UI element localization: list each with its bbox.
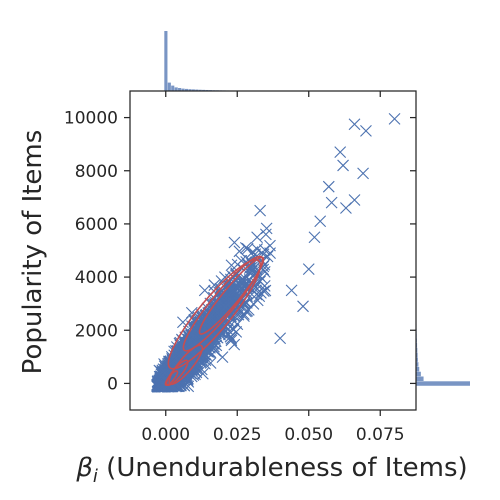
- scatter-point: [206, 323, 219, 336]
- scatter-point: [225, 334, 238, 347]
- scatter-point: [177, 316, 189, 329]
- x-axis-ticks: 0.000 0.025 0.050 0.075: [141, 91, 405, 445]
- scatter-point: [285, 284, 298, 297]
- marginal-x-bar: [198, 89, 202, 91]
- y-tick-label: 4000: [75, 268, 118, 288]
- scatter-point: [188, 313, 201, 326]
- kde-contours: [164, 255, 265, 387]
- scatter-point: [251, 294, 264, 307]
- scatter-point: [225, 332, 238, 345]
- marginal-x-bar: [191, 89, 195, 91]
- scatter-point: [239, 272, 252, 285]
- marginal-y-bar: [416, 357, 418, 362]
- marginal-y-bar: [416, 352, 418, 358]
- x-tick-label: 0.075: [356, 425, 405, 445]
- scatter-point: [201, 345, 213, 358]
- y-axis-ticks: 0 2000 4000 6000 8000 10000: [64, 109, 416, 394]
- marginal-y-bar: [416, 366, 420, 372]
- scatter-point: [302, 263, 315, 275]
- scatter-point: [240, 296, 253, 309]
- marginal-y-bar: [416, 371, 421, 377]
- marginal-y-bar: [416, 362, 419, 367]
- marginal-x-bar: [167, 82, 171, 91]
- scatter-point: [198, 338, 211, 351]
- scatter-point: [388, 113, 401, 125]
- marginal-y-bar: [416, 381, 470, 386]
- scatter-point: [152, 380, 164, 392]
- scatter-point: [264, 247, 276, 259]
- y-tick-label: 10000: [64, 109, 118, 129]
- scatter-point: [216, 327, 229, 340]
- kde-contour: [164, 370, 179, 387]
- scatter-point: [357, 167, 369, 180]
- scatter-point: [225, 259, 238, 272]
- scatter-point: [274, 332, 287, 345]
- scatter-point: [229, 285, 242, 298]
- x-tick-label: 0.000: [141, 425, 190, 445]
- y-tick-label: 6000: [75, 215, 118, 235]
- marginal-x-bar: [188, 89, 192, 91]
- scatter-point: [185, 306, 198, 319]
- scatter-point: [259, 284, 272, 297]
- scatter-point: [308, 231, 321, 244]
- marginal-x-bar: [181, 88, 185, 91]
- marginal-y-bar: [416, 376, 424, 381]
- marginal-x-bar: [195, 89, 199, 91]
- scatter-point: [360, 124, 372, 137]
- marginal-y-bar: [416, 347, 418, 353]
- scatter-point: [216, 351, 229, 364]
- scatter-point: [251, 231, 263, 244]
- scatter-point: [227, 271, 240, 284]
- marginal-x-bar: [171, 85, 175, 91]
- scatter-point: [208, 279, 221, 291]
- marginal-x-histogram: [164, 31, 405, 91]
- scatter-point: [348, 118, 361, 131]
- scatter-point: [314, 215, 327, 228]
- marginal-x-bar: [184, 88, 189, 91]
- kde-contour: [167, 259, 262, 370]
- marginal-x-bar: [174, 87, 178, 91]
- scatter-point: [325, 196, 338, 209]
- y-tick-label: 8000: [75, 162, 118, 182]
- scatter-point: [218, 288, 231, 301]
- scatter-point: [337, 159, 349, 172]
- kde-contour: [198, 256, 265, 335]
- scatter-point: [224, 330, 237, 343]
- scatter-point: [322, 180, 335, 193]
- plot-area: [151, 113, 401, 393]
- scatter-point: [187, 354, 199, 367]
- scatter-point: [224, 293, 236, 306]
- axes-frame: [129, 90, 417, 411]
- scatter-point: [348, 194, 361, 206]
- y-axis-label: Popularity of Items: [18, 130, 48, 375]
- scatter-point: [242, 303, 255, 316]
- y-tick-label: 2000: [75, 321, 118, 341]
- x-tick-label: 0.025: [213, 425, 262, 445]
- scatter-point: [260, 222, 273, 235]
- scatter-point: [260, 228, 272, 241]
- scatter-point: [198, 284, 211, 297]
- scatter-point: [203, 312, 216, 325]
- x-tick-label: 0.050: [284, 425, 333, 445]
- scatter-point: [334, 146, 347, 159]
- scatter-point: [230, 326, 243, 338]
- scatter-point: [254, 204, 267, 217]
- scatter-point: [228, 236, 241, 249]
- marginal-x-bar: [178, 88, 182, 91]
- y-tick-label: 0: [107, 374, 118, 394]
- marginal-x-bar: [164, 31, 168, 91]
- scatter-point: [233, 245, 246, 258]
- scatter-point: [239, 241, 252, 254]
- x-axis-label: βi (Unendurableness of Items): [75, 453, 467, 487]
- scatter-point: [297, 300, 309, 313]
- marginal-y-histogram: [416, 218, 470, 386]
